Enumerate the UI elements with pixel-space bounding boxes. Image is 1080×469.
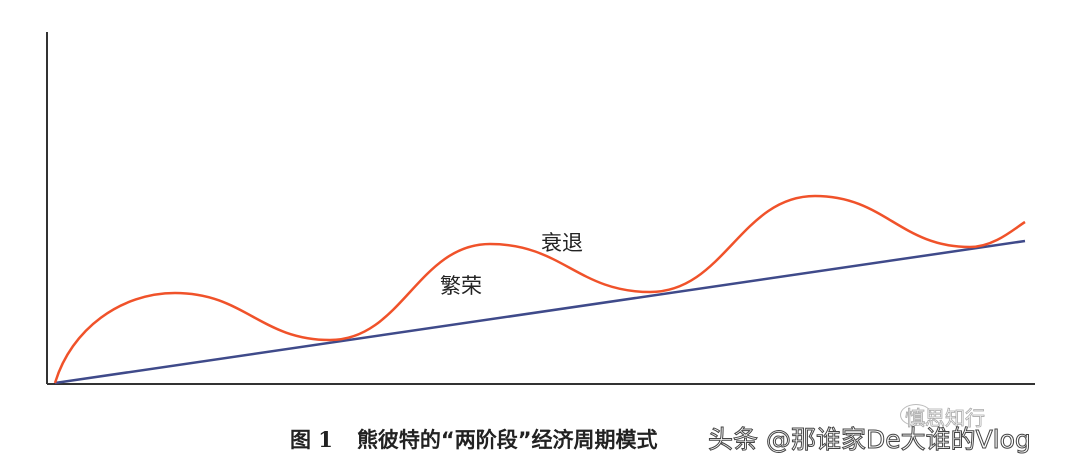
trend-line <box>54 239 1026 385</box>
caption-text: 熊彼特的“两阶段”经济周期模式 <box>356 428 658 452</box>
figure-caption: 图 1 熊彼特的“两阶段”经济周期模式 <box>290 424 658 454</box>
watermark-top: 慎思知行 <box>905 406 986 431</box>
cycle-curve <box>53 194 1026 384</box>
figure-number: 图 1 <box>290 427 333 452</box>
wechat-icon <box>900 404 932 426</box>
watermark-main: 头条 @那谁家De大谁的Vlog <box>708 425 1032 455</box>
boom-label: 繁荣 <box>440 274 482 298</box>
recession-label: 衰退 <box>541 231 583 255</box>
